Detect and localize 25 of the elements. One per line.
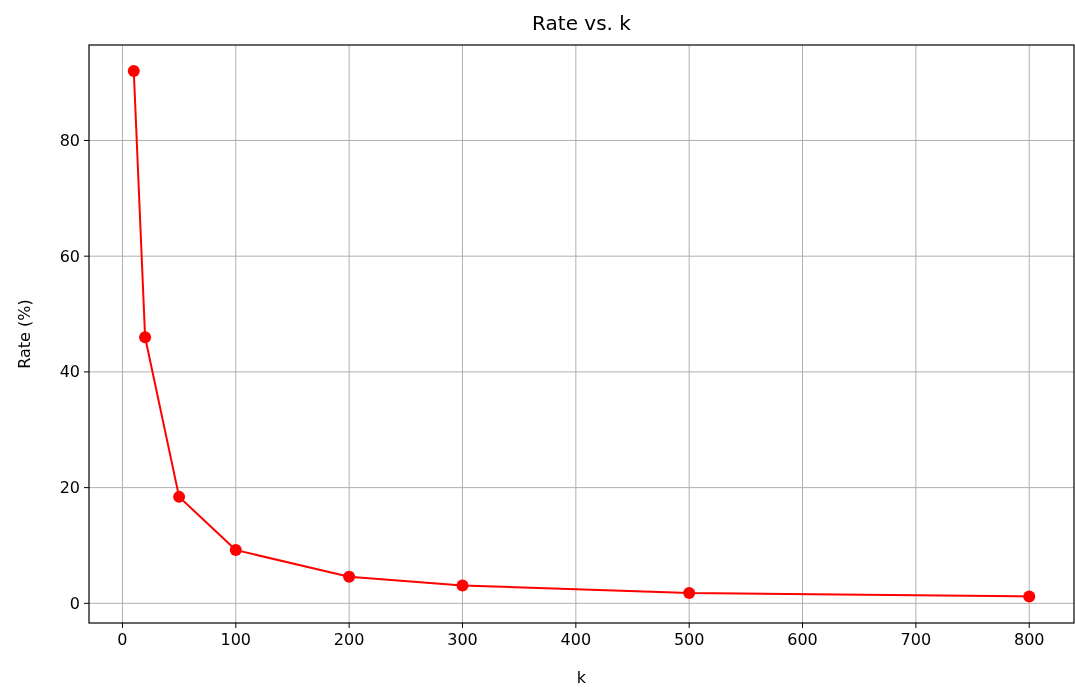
y-tick-label: 20 (59, 478, 80, 498)
point (343, 570, 356, 583)
point (683, 586, 696, 599)
chart-title: Rate vs. k (532, 11, 632, 35)
x-tick-label: 400 (560, 630, 592, 649)
y-tick-label: 80 (59, 131, 80, 151)
y-tick-label: 60 (59, 246, 80, 266)
x-tick-label: 200 (333, 630, 365, 649)
point (173, 490, 186, 503)
x-tick-label: 600 (787, 630, 818, 649)
y-tick-label: 40 (59, 362, 80, 382)
x-tick-label: 700 (900, 630, 932, 649)
y-tick-label: 0 (69, 593, 80, 613)
x-tick-label: 100 (220, 630, 252, 649)
point (127, 65, 140, 78)
x-tick-label: 300 (447, 630, 478, 649)
x-tick-label: 800 (1013, 630, 1045, 649)
x-tick-label: 0 (117, 630, 128, 649)
point (456, 579, 469, 592)
y-axis-title: Rate (%) (15, 299, 34, 369)
x-tick-label: 500 (673, 630, 705, 649)
point (139, 331, 152, 344)
point (229, 544, 242, 557)
x-axis-title: k (576, 668, 587, 687)
point (1023, 590, 1036, 603)
